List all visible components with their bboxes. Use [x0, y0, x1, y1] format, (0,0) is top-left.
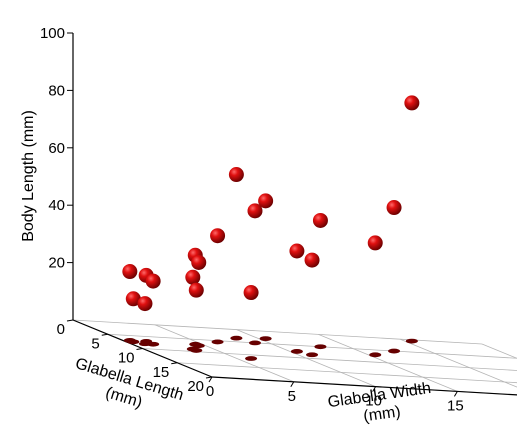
- floor-projection-marker: [190, 348, 203, 353]
- floor-projection-marker: [211, 339, 224, 345]
- floor-projection-marker: [245, 356, 258, 361]
- y-tick-label: 10: [118, 350, 135, 367]
- floor-projection-marker: [192, 343, 205, 349]
- floor-gridline-y: [107, 333, 517, 359]
- axis-labels: 20406080100051015202505101520Body Length…: [20, 25, 464, 425]
- floor-projection-marker: [127, 339, 140, 345]
- x-tick-mark: [208, 376, 213, 383]
- x-tick-mark: [453, 391, 458, 397]
- data-point-sphere: [185, 269, 201, 285]
- floor-projection-marker: [147, 341, 160, 347]
- z-axis-title: Body Length (mm): [20, 110, 37, 242]
- y-tick-mark: [205, 376, 213, 379]
- data-point-sphere: [210, 228, 226, 244]
- x-axis-line: [211, 376, 517, 396]
- floor-projection-marker: [405, 338, 418, 344]
- floor-projection-marker: [230, 335, 243, 341]
- data-point-sphere: [404, 95, 420, 111]
- floor-projection-marker: [314, 344, 327, 350]
- floor-projection-marker: [290, 349, 303, 354]
- data-point-sphere: [243, 285, 259, 301]
- z-tick-label: 20: [48, 255, 65, 272]
- data-point-sphere: [289, 243, 305, 259]
- y-tick-label: 5: [91, 335, 99, 352]
- floor-projection-marker: [248, 340, 261, 346]
- y-tick-label: 0: [57, 321, 65, 338]
- data-point-sphere: [304, 252, 320, 268]
- data-point-sphere: [367, 235, 383, 251]
- y-tick-mark: [136, 348, 143, 350]
- floor-gridline-x: [481, 343, 517, 359]
- floor-projection-marker: [259, 336, 272, 342]
- floor-projection-marker: [388, 348, 401, 354]
- z-tick-label: 100: [40, 25, 65, 42]
- z-tick-label: 80: [48, 82, 65, 99]
- x-tick-label: 15: [447, 397, 464, 414]
- z-tick-label: 40: [48, 197, 65, 214]
- y-tick-label: 20: [187, 378, 204, 395]
- x-tick-mark: [372, 386, 377, 392]
- data-point-sphere: [145, 273, 161, 289]
- x-tick-mark: [290, 381, 295, 388]
- data-point-sphere: [312, 212, 328, 228]
- y-tick-mark: [66, 319, 74, 322]
- data-point-sphere: [125, 291, 141, 307]
- data-point-sphere: [191, 254, 207, 270]
- x-axis-title-line: (mm): [362, 403, 401, 425]
- floor-projections: [123, 335, 418, 361]
- floor-projection-marker: [306, 352, 319, 358]
- x-tick-label: 5: [288, 388, 296, 405]
- data-point-sphere: [228, 167, 244, 183]
- data-points: [122, 95, 420, 312]
- x-tick-label: 10: [365, 393, 382, 410]
- axes: [66, 32, 517, 397]
- data-point-sphere: [188, 282, 204, 298]
- floor-projection-marker: [369, 352, 382, 358]
- floor-gridline-y: [142, 348, 517, 371]
- data-point-sphere: [137, 296, 153, 312]
- z-tick-label: 60: [48, 140, 65, 157]
- y-tick-mark: [101, 333, 108, 336]
- y-tick-mark: [171, 362, 178, 365]
- data-point-sphere: [247, 203, 263, 219]
- data-point-sphere: [122, 264, 138, 280]
- data-point-sphere: [386, 200, 402, 216]
- floor-gridline-y: [177, 362, 517, 384]
- y-tick-label: 15: [153, 364, 170, 381]
- data-point-sphere: [258, 193, 274, 209]
- x-tick-label: 0: [206, 383, 214, 400]
